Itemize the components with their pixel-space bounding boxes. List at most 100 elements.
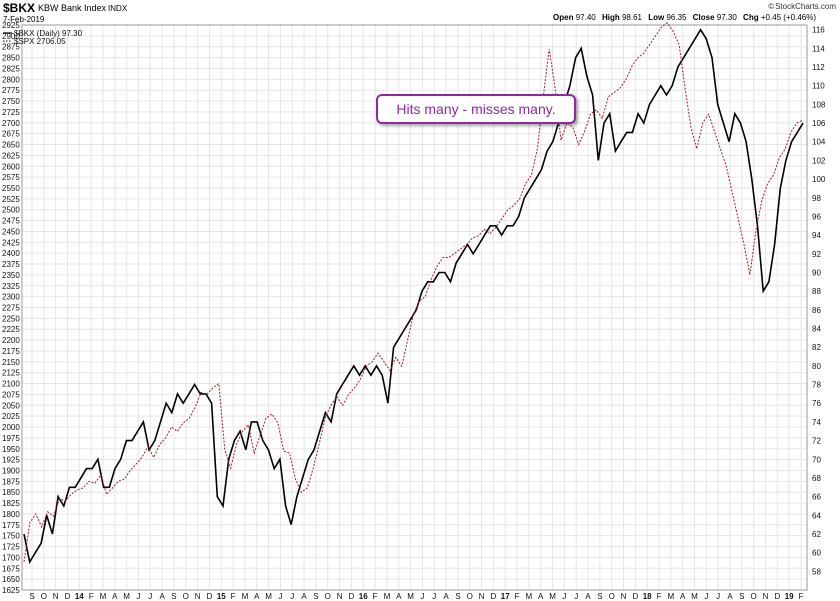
x-tick-label: N [763, 592, 769, 601]
left-tick-label: 2350 [2, 271, 20, 280]
right-tick-label: 96 [812, 212, 821, 221]
x-tick-label: J [278, 592, 282, 601]
left-tick-label: 2175 [2, 347, 20, 356]
chg-label: Chg [743, 13, 759, 22]
left-tick-label: 2725 [2, 108, 20, 117]
x-tick-label: 14 [75, 592, 84, 601]
left-tick-label: 1700 [2, 553, 20, 562]
x-tick-label: A [112, 592, 118, 601]
x-tick-label: D [349, 592, 355, 601]
left-tick-label: 2025 [2, 412, 20, 421]
left-tick-label: 2625 [2, 151, 20, 160]
x-tick-label: F [373, 592, 378, 601]
x-tick-label: S [29, 592, 34, 601]
x-tick-label: S [739, 592, 744, 601]
series-layer [23, 22, 804, 565]
x-tick-label: M [691, 592, 698, 601]
left-tick-label: 2600 [2, 162, 20, 171]
open-value: 97.40 [575, 13, 596, 22]
x-tick-label: N [53, 592, 59, 601]
left-tick-label: 2825 [2, 64, 20, 73]
left-tick-label: 1750 [2, 532, 20, 541]
x-tick-label: O [467, 592, 473, 601]
left-tick-label: 1800 [2, 510, 20, 519]
x-tick-label: 16 [359, 592, 368, 601]
x-tick-label: M [123, 592, 130, 601]
left-tick-label: 2275 [2, 304, 20, 313]
left-tick-label: 2050 [2, 401, 20, 410]
x-tick-label: O [609, 592, 615, 601]
low-value: 96.35 [666, 13, 687, 22]
legend: $BKX (Daily) 97.30$SPX 2706.05 [3, 29, 83, 46]
x-tick-label: 17 [501, 592, 510, 601]
x-tick-label: J [420, 592, 424, 601]
ticker-symbol: $BKX [3, 1, 36, 15]
right-tick-label: 76 [812, 399, 821, 408]
right-tick-label: 116 [812, 26, 825, 35]
x-tick-label: A [538, 592, 544, 601]
left-tick-label: 2250 [2, 314, 20, 323]
x-tick-label: F [231, 592, 236, 601]
left-tick-label: 2300 [2, 293, 20, 302]
left-tick-label: 1625 [2, 586, 20, 595]
left-tick-label: 2750 [2, 97, 20, 106]
left-tick-label: 2100 [2, 380, 20, 389]
x-tick-label: D [774, 592, 780, 601]
open-label: Open [553, 13, 574, 22]
left-tick-label: 1775 [2, 521, 20, 530]
x-tick-label: M [668, 592, 675, 601]
copyright-icon: © [768, 2, 775, 11]
x-tick-label: S [455, 592, 460, 601]
left-tick-label: 2525 [2, 195, 20, 204]
right-tick-label: 102 [812, 156, 826, 165]
x-tick-label: A [443, 592, 449, 601]
x-tick-label: A [301, 592, 307, 601]
right-tick-label: 88 [812, 287, 821, 296]
x-tick-label: N [195, 592, 201, 601]
spx-series-line [23, 22, 804, 562]
x-tick-label: A [727, 592, 733, 601]
legend-entry: $BKX (Daily) 97.30 [14, 29, 83, 38]
plot-frame [21, 24, 808, 591]
left-tick-label: 2800 [2, 75, 20, 84]
left-tick-label: 2150 [2, 358, 20, 367]
x-tick-label: J [290, 592, 294, 601]
left-tick-label: 2325 [2, 282, 20, 291]
x-tick-label: 15 [217, 592, 226, 601]
right-tick-label: 86 [812, 306, 821, 315]
left-tick-label: 1875 [2, 477, 20, 486]
x-tick-label: O [183, 592, 189, 601]
x-tick-label: A [159, 592, 165, 601]
chart-header: $BKX KBW Bank Index INDX 7-Feb-2019 ©Stoc… [0, 0, 840, 28]
x-tick-label: N [337, 592, 343, 601]
left-tick-label: 2925 [2, 21, 20, 30]
right-tick-label: 100 [812, 175, 826, 184]
x-tick-label: 19 [785, 592, 794, 601]
x-tick-label: F [89, 592, 94, 601]
left-tick-label: 2075 [2, 390, 20, 399]
x-tick-label: J [148, 592, 152, 601]
right-tick-label: 98 [812, 194, 821, 203]
left-tick-label: 2650 [2, 141, 20, 150]
x-tick-label: D [65, 592, 71, 601]
chart-grid [22, 24, 807, 591]
x-tick-label: S [597, 592, 602, 601]
x-tick-label: N [621, 592, 627, 601]
chart-date: 7-Feb-2019 [3, 15, 45, 24]
right-tick-label: 114 [812, 44, 825, 53]
left-tick-label: 2500 [2, 206, 20, 215]
high-label: High [601, 13, 620, 22]
left-tick-label: 2225 [2, 325, 20, 334]
left-tick-label: 2875 [2, 43, 20, 52]
right-tick-label: 90 [812, 268, 821, 277]
brand-watermark[interactable]: ©StockCharts.com [768, 2, 836, 11]
right-tick-label: 68 [812, 474, 821, 483]
low-label: Low [648, 13, 665, 22]
x-tick-label: M [526, 592, 533, 601]
right-tick-label: 92 [812, 250, 821, 259]
x-tick-label: M [242, 592, 249, 601]
left-tick-label: 2400 [2, 249, 20, 258]
x-tick-label: M [407, 592, 414, 601]
